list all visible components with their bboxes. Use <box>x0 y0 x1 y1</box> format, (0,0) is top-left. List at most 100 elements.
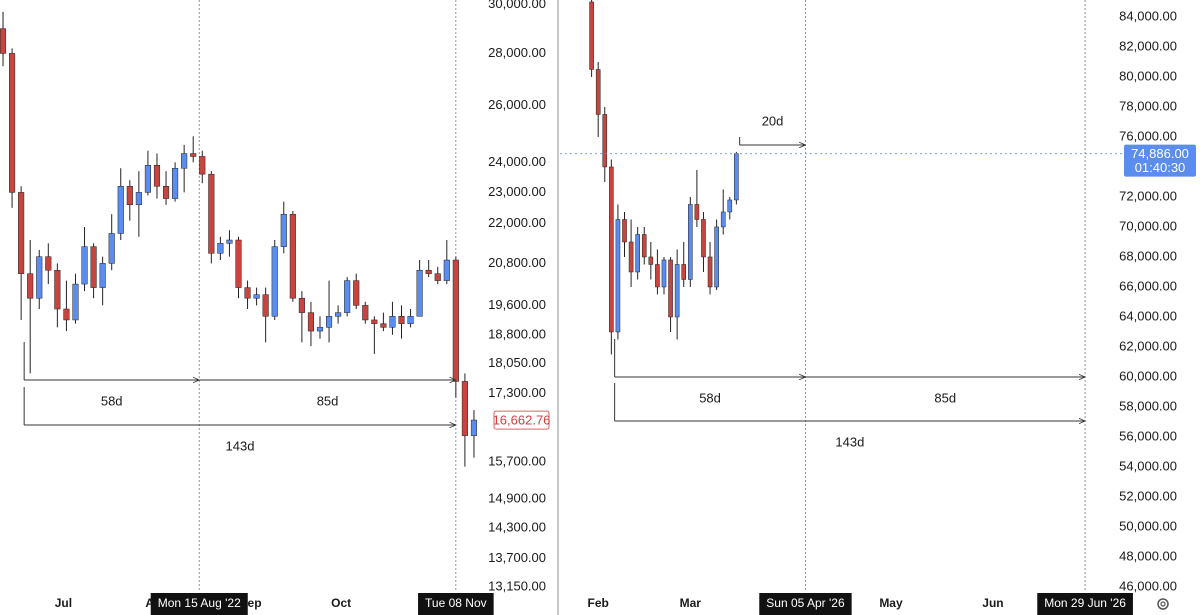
candle-body <box>199 156 206 175</box>
candle-body <box>681 264 687 280</box>
candle-body <box>353 280 360 306</box>
y-tick-label: 14,900.00 <box>488 490 546 505</box>
candle-body <box>271 246 278 317</box>
y-tick-label: 22,000.00 <box>488 215 546 230</box>
candle-body <box>734 153 739 201</box>
candle-body <box>470 419 478 436</box>
last-price-box <box>493 410 550 430</box>
candle-body <box>0 28 7 54</box>
crosshair-date-box <box>150 593 248 615</box>
y-tick-label: 20,800.00 <box>488 255 546 270</box>
candle-body <box>335 312 342 317</box>
y-tick-label: 58,000.00 <box>1119 398 1177 413</box>
y-tick-label: 72,000.00 <box>1119 188 1177 203</box>
candle-body <box>609 166 614 333</box>
candle-body <box>289 213 296 299</box>
candle-body <box>628 241 634 273</box>
crosshair-date-label: Mon 15 Aug '22 <box>158 596 241 610</box>
y-tick-label: 28,000.00 <box>488 45 546 60</box>
candle-body <box>298 297 305 313</box>
crosshair-date-box <box>759 593 852 615</box>
y-tick-label: 46,000.00 <box>1119 578 1177 593</box>
candle-body <box>344 280 351 313</box>
candle-body <box>280 213 287 247</box>
crosshair-date-label: Mon 29 Jun '26 <box>1044 596 1126 610</box>
candle-body <box>45 256 52 271</box>
candle-body <box>99 263 106 288</box>
candle-body <box>443 259 450 281</box>
x-tick-label: Jun <box>982 596 1003 610</box>
measure-label: 20d <box>762 113 784 128</box>
candle-body <box>727 199 733 213</box>
settings-icon-center <box>1160 601 1166 607</box>
measure-label: 58d <box>699 390 721 405</box>
y-tick-label: 19,600.00 <box>488 297 546 312</box>
candle-body <box>172 167 179 199</box>
candle-body <box>108 233 115 264</box>
candle-body <box>694 204 700 220</box>
crosshair-date-box <box>418 593 494 615</box>
candle-body <box>226 239 233 244</box>
settings-icon[interactable] <box>1157 598 1169 610</box>
candle-body <box>208 173 215 254</box>
candle-body <box>316 327 324 332</box>
y-tick-label: 18,050.00 <box>488 355 546 370</box>
candle-body <box>117 186 124 234</box>
candle-body <box>389 316 396 328</box>
x-tick-label: May <box>879 596 903 610</box>
candle-body <box>641 234 647 258</box>
candle-body <box>153 165 161 187</box>
last-price-label: 74,886.00 <box>1131 146 1189 161</box>
y-tick-label: 23,000.00 <box>488 184 546 199</box>
y-tick-label: 17,300.00 <box>488 385 546 400</box>
candle-body <box>707 256 713 288</box>
candle-body <box>262 294 269 317</box>
measure-label: 85d <box>934 390 956 405</box>
measure-label: 58d <box>101 393 123 408</box>
last-price-label: 16,662.76 <box>493 413 551 428</box>
candle-body <box>63 308 70 321</box>
y-tick-label: 15,700.00 <box>488 454 546 469</box>
last-price-box <box>1124 144 1196 177</box>
y-tick-label: 13,700.00 <box>488 550 546 565</box>
candle-body <box>615 219 621 333</box>
candle-body <box>27 273 34 299</box>
candle-body <box>190 153 197 157</box>
y-tick-label: 76,000.00 <box>1119 128 1177 143</box>
measure-label: 85d <box>317 393 339 408</box>
candle-body <box>18 192 25 274</box>
y-tick-label: 80,000.00 <box>1119 68 1177 83</box>
candle-body <box>362 305 369 321</box>
candle-body <box>434 273 441 281</box>
y-tick-label: 52,000.00 <box>1119 488 1177 503</box>
candle-body <box>602 114 608 168</box>
candle-body <box>622 219 627 243</box>
candle-body <box>648 256 654 265</box>
candle-body <box>90 246 97 288</box>
y-tick-label: 62,000.00 <box>1119 338 1177 353</box>
candle-body <box>126 186 133 206</box>
candle-body <box>701 219 706 258</box>
y-tick-label: 78,000.00 <box>1119 98 1177 113</box>
candle-body <box>595 69 601 115</box>
x-tick-label: Mar <box>680 596 702 610</box>
candle-body <box>325 316 333 328</box>
y-tick-label: 18,800.00 <box>488 326 546 341</box>
y-tick-label: 64,000.00 <box>1119 308 1177 323</box>
y-tick-label: 84,000.00 <box>1119 8 1177 23</box>
candle-body <box>307 312 315 332</box>
candle-body <box>244 287 251 299</box>
y-tick-label: 14,300.00 <box>488 520 546 535</box>
candle-body <box>720 211 726 228</box>
y-tick-label: 56,000.00 <box>1119 428 1177 443</box>
candle-body <box>54 269 61 310</box>
measure-label: 143d <box>226 438 255 453</box>
candle-body <box>635 234 640 273</box>
crosshair-date-label: Tue 08 Nov <box>425 596 487 610</box>
y-tick-label: 24,000.00 <box>488 154 546 169</box>
candle-body <box>688 204 693 280</box>
candle-body <box>425 269 432 274</box>
x-tick-label: Oct <box>331 596 351 610</box>
candle-body <box>36 256 43 299</box>
